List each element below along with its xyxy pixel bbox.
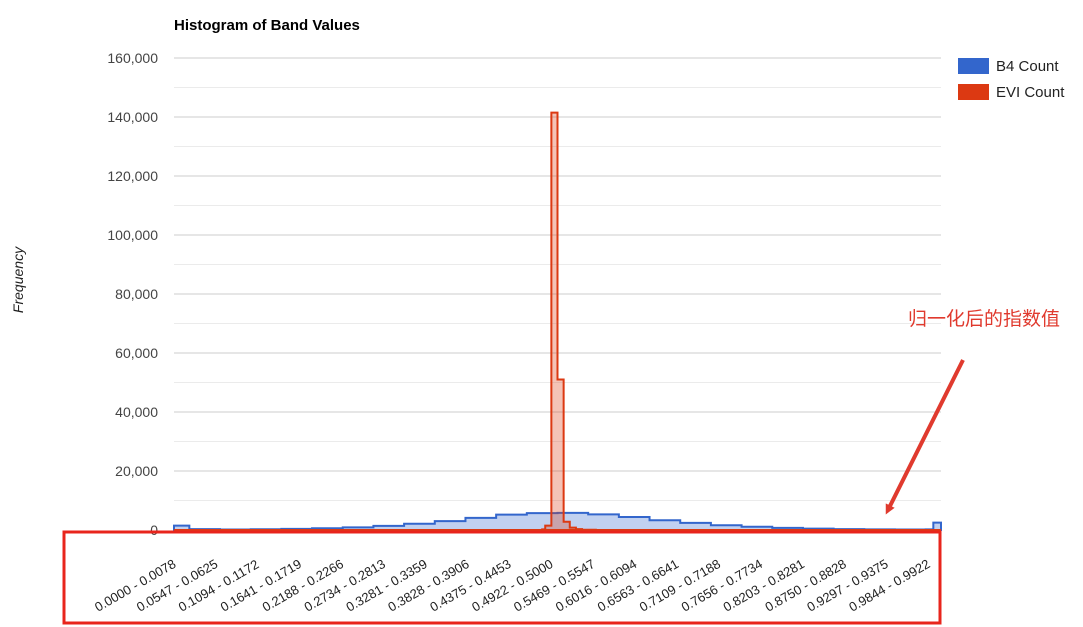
annotation-text: 归一化后的指数值 bbox=[908, 308, 1060, 330]
annotation-arrow bbox=[885, 359, 965, 515]
legend-label[interactable]: EVI Count bbox=[996, 84, 1065, 101]
plot-series bbox=[173, 111, 942, 531]
y-tick-label: 60,000 bbox=[115, 345, 158, 361]
legend-label[interactable]: B4 Count bbox=[996, 58, 1059, 75]
legend-swatch bbox=[958, 58, 989, 74]
y-tick-label: 0 bbox=[150, 522, 158, 538]
legend[interactable]: B4 Count EVI Count bbox=[958, 58, 1065, 101]
y-tick-label: 20,000 bbox=[115, 463, 158, 479]
series-area-evi-count[interactable] bbox=[174, 111, 941, 531]
y-tick-label: 120,000 bbox=[107, 168, 158, 184]
y-tick-label: 80,000 bbox=[115, 286, 158, 302]
y-tick-label: 100,000 bbox=[107, 227, 158, 243]
chart-title: Histogram of Band Values bbox=[174, 17, 360, 34]
y-axis-title: Frequency bbox=[10, 246, 26, 313]
legend-swatch bbox=[958, 84, 989, 100]
annotation-highlight-box bbox=[62, 530, 942, 625]
y-tick-label: 140,000 bbox=[107, 109, 158, 125]
y-tick-label: 40,000 bbox=[115, 404, 158, 420]
y-axis-ticks: 0 20,000 40,000 60,000 80,000 100,000 120,000 1… bbox=[107, 50, 158, 538]
y-tick-label: 160,000 bbox=[107, 50, 158, 66]
